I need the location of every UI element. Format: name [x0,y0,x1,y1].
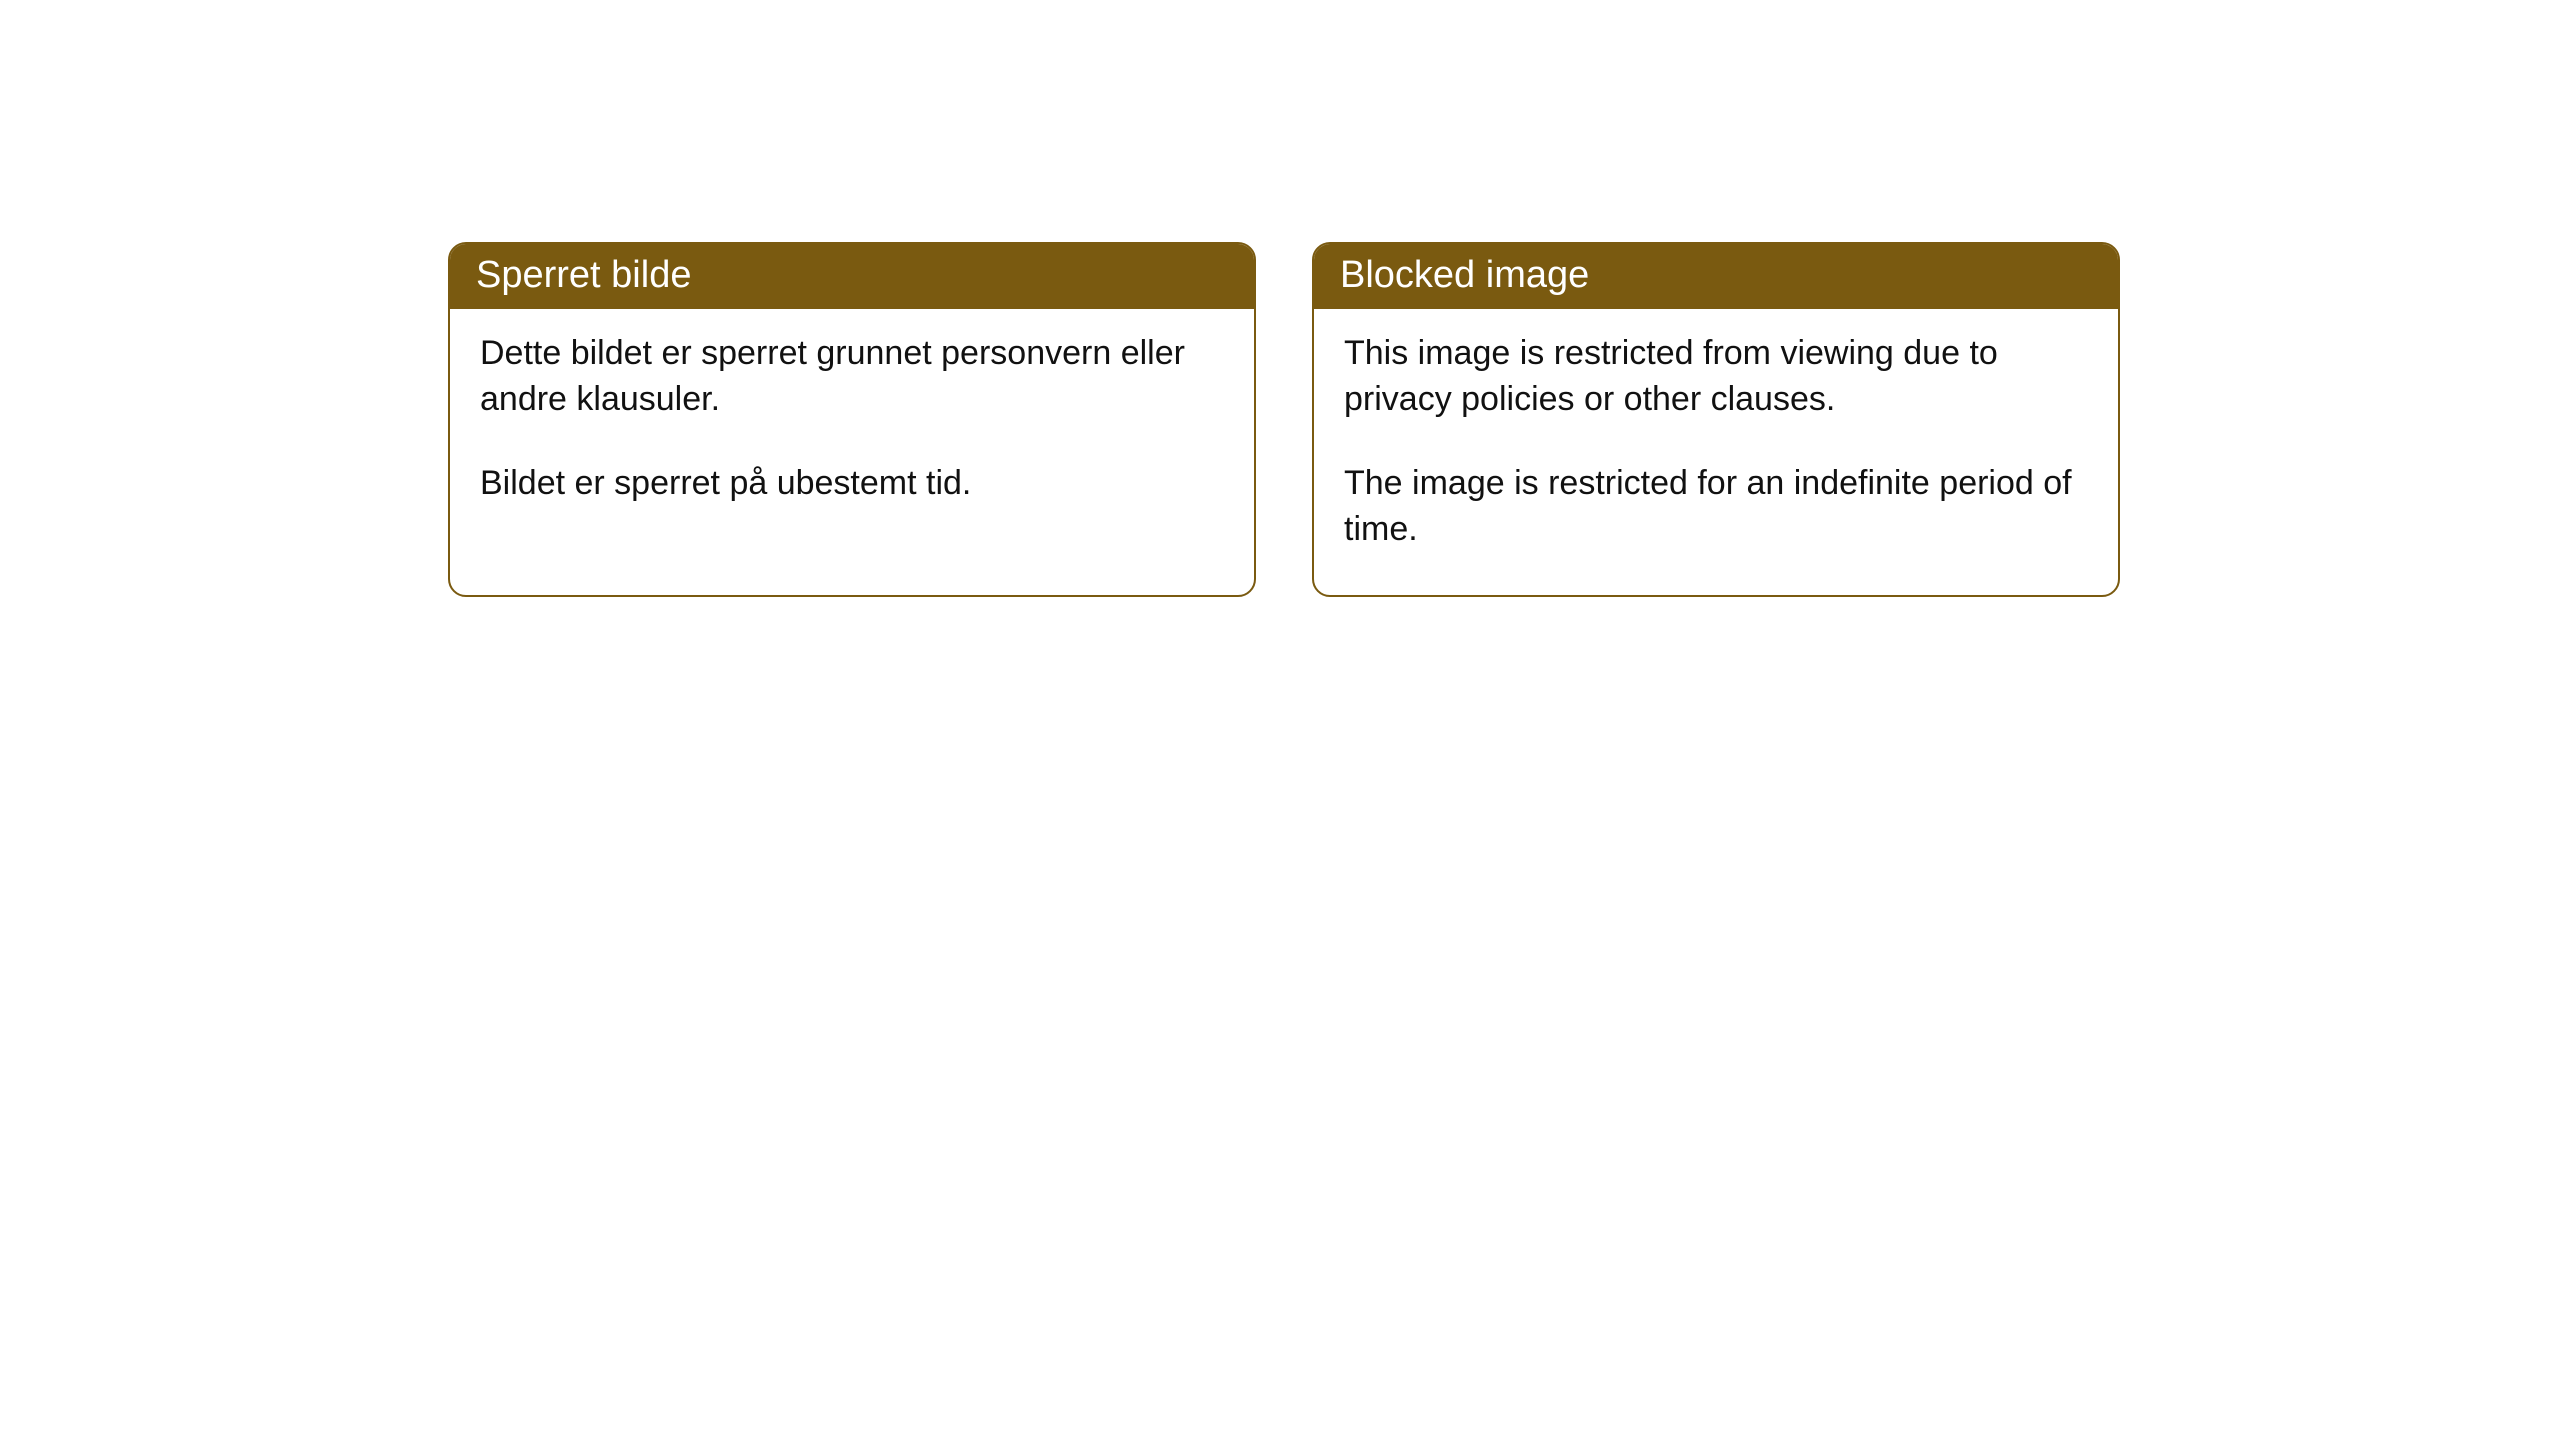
card-body: This image is restricted from viewing du… [1314,309,2118,595]
card-paragraph: Bildet er sperret på ubestemt tid. [480,461,1224,507]
blocked-image-card-en: Blocked image This image is restricted f… [1312,242,2120,597]
card-title: Blocked image [1340,254,1589,296]
card-header: Sperret bilde [450,244,1254,309]
card-paragraph: The image is restricted for an indefinit… [1344,461,2088,553]
card-body: Dette bildet er sperret grunnet personve… [450,309,1254,549]
card-header: Blocked image [1314,244,2118,309]
card-container: Sperret bilde Dette bildet er sperret gr… [0,0,2560,597]
card-paragraph: Dette bildet er sperret grunnet personve… [480,331,1224,423]
blocked-image-card-no: Sperret bilde Dette bildet er sperret gr… [448,242,1256,597]
card-title: Sperret bilde [476,254,691,296]
card-paragraph: This image is restricted from viewing du… [1344,331,2088,423]
